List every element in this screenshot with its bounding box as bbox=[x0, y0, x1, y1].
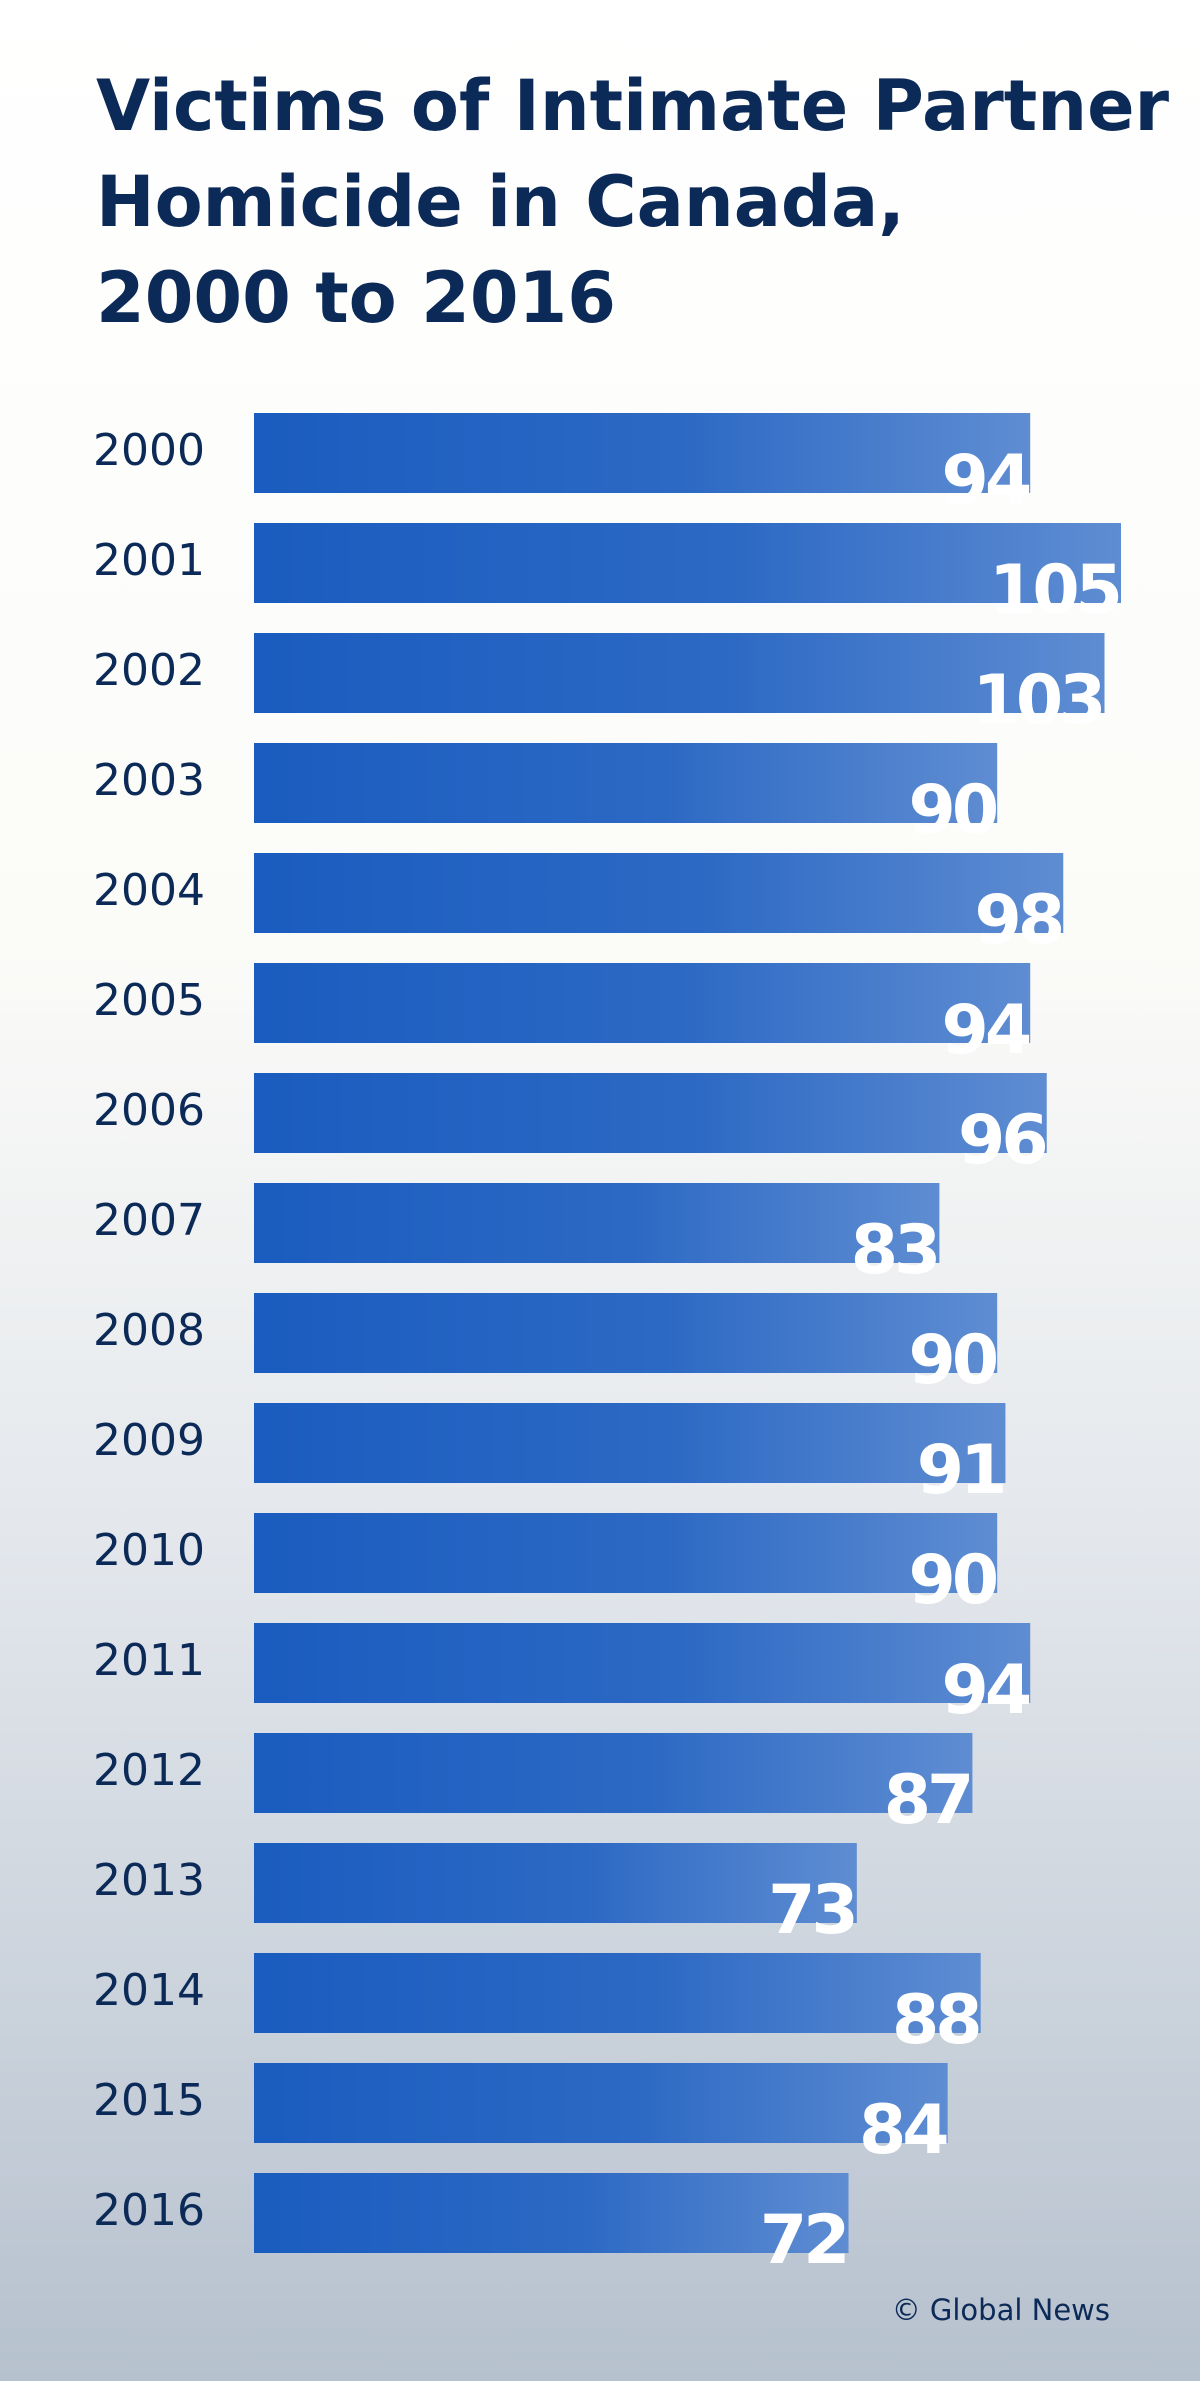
y-tick-label: 2007 bbox=[93, 1195, 205, 1246]
value-label: 94 bbox=[942, 441, 1030, 520]
value-label: 90 bbox=[909, 1321, 997, 1400]
value-label: 84 bbox=[859, 2091, 947, 2170]
bar-shade bbox=[254, 1293, 998, 1373]
bar-shade bbox=[254, 853, 1064, 933]
value-label: 73 bbox=[768, 1871, 855, 1950]
bar-shade bbox=[254, 1843, 857, 1923]
bar-shade bbox=[254, 1403, 1006, 1483]
y-tick-label: 2001 bbox=[93, 535, 205, 586]
value-label: 105 bbox=[989, 551, 1119, 630]
value-label: 91 bbox=[917, 1431, 1004, 1510]
value-label: 98 bbox=[975, 881, 1062, 960]
bar-shade bbox=[254, 1073, 1047, 1153]
bar-shade bbox=[254, 413, 1031, 493]
y-tick-label: 2016 bbox=[93, 2185, 205, 2236]
y-tick-label: 2011 bbox=[93, 1635, 205, 1686]
value-label: 83 bbox=[851, 1211, 938, 1290]
bar-shade bbox=[254, 1953, 981, 2033]
value-label: 90 bbox=[909, 1541, 997, 1620]
y-tick-label: 2004 bbox=[93, 865, 205, 916]
bar-shade bbox=[254, 523, 1121, 603]
value-label: 96 bbox=[958, 1101, 1045, 1180]
bar-shade bbox=[254, 1513, 998, 1593]
y-tick-label: 2015 bbox=[93, 2075, 205, 2126]
y-tick-label: 2005 bbox=[93, 975, 205, 1026]
bar-shade bbox=[254, 1733, 973, 1813]
value-label: 72 bbox=[760, 2201, 847, 2280]
y-tick-label: 2000 bbox=[93, 425, 205, 476]
y-tick-label: 2009 bbox=[93, 1415, 205, 1466]
value-label: 88 bbox=[892, 1981, 979, 2060]
source: © Global News bbox=[892, 2293, 1110, 2327]
value-label: 90 bbox=[909, 771, 997, 850]
bar-shade bbox=[254, 633, 1105, 713]
bar-shade bbox=[254, 1183, 940, 1263]
bar-shade bbox=[254, 743, 998, 823]
value-label: 103 bbox=[973, 661, 1103, 740]
y-tick-label: 2003 bbox=[93, 755, 205, 806]
y-tick-label: 2002 bbox=[93, 645, 205, 696]
bar-shade bbox=[254, 2173, 849, 2253]
bar-shade bbox=[254, 1623, 1031, 1703]
y-tick-label: 2012 bbox=[93, 1745, 205, 1796]
bar-shade bbox=[254, 2063, 948, 2143]
y-tick-label: 2013 bbox=[93, 1855, 205, 1906]
y-tick-label: 2008 bbox=[93, 1305, 205, 1356]
y-tick-label: 2010 bbox=[93, 1525, 205, 1576]
y-tick-label: 2014 bbox=[93, 1965, 205, 2016]
value-label: 94 bbox=[942, 991, 1030, 1070]
value-label: 94 bbox=[942, 1651, 1030, 1730]
value-label: 87 bbox=[884, 1761, 971, 1840]
bar-shade bbox=[254, 963, 1031, 1043]
chart-title: Victims of Intimate Partner Homicide in C… bbox=[96, 65, 1170, 339]
y-tick-label: 2006 bbox=[93, 1085, 205, 1136]
